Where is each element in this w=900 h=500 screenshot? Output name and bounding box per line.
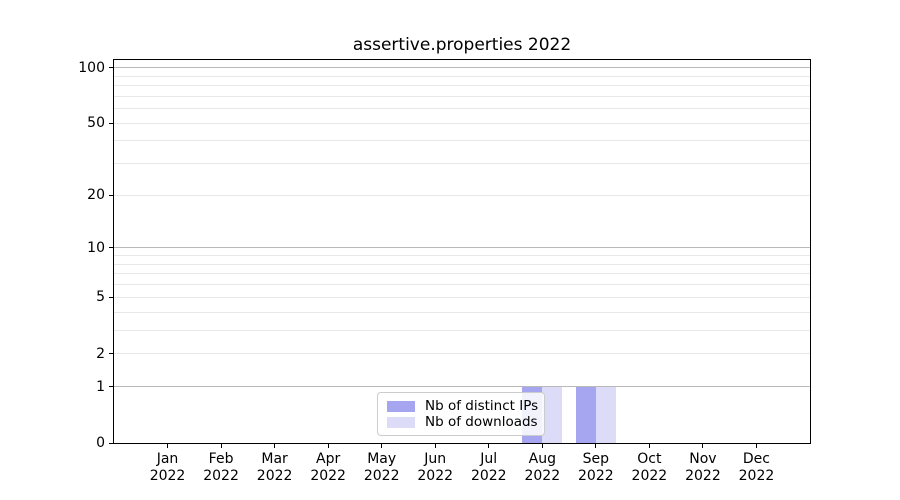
y-tick-1: [109, 386, 114, 388]
x-tick-label-may: May 2022: [363, 451, 400, 484]
x-tick-aug: [541, 443, 543, 448]
gridline-y-5: [114, 296, 810, 298]
legend: Nb of distinct IPs Nb of downloads: [377, 392, 545, 436]
gridline-y-3: [114, 329, 810, 331]
y-tick-label-50: 50: [87, 115, 105, 132]
y-tick-0: [109, 442, 114, 444]
x-tick-label-jun: Jun 2022: [417, 451, 454, 484]
gridline-y-20: [114, 194, 810, 196]
x-tick-label-apr: Apr 2022: [310, 451, 346, 484]
y-tick-10: [109, 247, 114, 249]
gridline-y-1: [114, 386, 810, 388]
y-tick-50: [109, 122, 114, 124]
x-tick-feb: [220, 443, 222, 448]
x-tick-may: [381, 443, 383, 448]
y-tick-label-5: 5: [96, 289, 105, 306]
x-tick-sep: [595, 443, 597, 448]
x-tick-label-aug: Aug 2022: [524, 451, 561, 484]
bar-aug-downloads: [542, 386, 563, 443]
y-tick-label-2: 2: [96, 345, 105, 362]
y-tick-label-20: 20: [87, 187, 105, 204]
gridline-y-60: [114, 108, 810, 110]
x-tick-jul: [488, 443, 490, 448]
gridline-y-2: [114, 353, 810, 355]
y-tick-100: [109, 67, 114, 69]
y-tick-label-0: 0: [96, 435, 105, 451]
gridline-y-100: [114, 67, 810, 69]
x-tick-label-jan: Jan 2022: [149, 451, 186, 484]
y-tick-label-1: 1: [96, 378, 105, 395]
y-tick-20: [109, 194, 114, 196]
y-tick-5: [109, 296, 114, 298]
gridline-y-10: [114, 247, 810, 249]
legend-label-downloads: Nb of downloads: [425, 413, 538, 430]
x-tick-label-sep: Sep 2022: [578, 451, 614, 484]
gridline-y-6: [114, 284, 810, 286]
legend-item-distinct-ips: Nb of distinct IPs: [387, 397, 539, 414]
x-tick-dec: [755, 443, 757, 448]
x-tick-label-dec: Dec 2022: [738, 451, 775, 484]
gridline-y-9: [114, 255, 810, 257]
x-tick-jan: [167, 443, 169, 448]
y-tick-label-10: 10: [87, 239, 105, 256]
gridline-y-30: [114, 163, 810, 165]
x-tick-oct: [648, 443, 650, 448]
gridline-y-4: [114, 311, 810, 313]
gridline-y-40: [114, 140, 810, 142]
x-tick-jun: [434, 443, 436, 448]
gridline-y-90: [114, 75, 810, 77]
legend-swatch-distinct-ips: [387, 400, 415, 412]
x-tick-label-feb: Feb 2022: [203, 451, 239, 484]
x-tick-label-jul: Jul 2022: [470, 451, 507, 484]
gridline-y-50: [114, 122, 810, 124]
legend-label-distinct-ips: Nb of distinct IPs: [425, 397, 539, 414]
legend-item-downloads: Nb of downloads: [387, 413, 538, 430]
y-tick-label-100: 100: [78, 59, 105, 76]
bar-sep-distinct-ips: [575, 386, 596, 443]
gridline-y-8: [114, 263, 810, 265]
x-tick-label-nov: Nov 2022: [685, 451, 721, 484]
x-tick-label-oct: Oct 2022: [631, 451, 668, 484]
x-tick-apr: [327, 443, 329, 448]
plot-area: Nb of distinct IPs Nb of downloads 0 1 2 5 1…: [78, 59, 811, 484]
gridline-y-70: [114, 95, 810, 97]
gridline-y-7: [114, 273, 810, 275]
gridline-y-80: [114, 85, 810, 87]
y-tick-2: [109, 353, 114, 355]
bar-sep-downloads: [595, 386, 616, 443]
x-tick-nov: [702, 443, 704, 448]
x-tick-label-mar: Mar 2022: [256, 451, 293, 484]
legend-swatch-downloads: [387, 416, 415, 428]
chart-title: assertive.properties 2022: [352, 35, 572, 55]
x-tick-mar: [274, 443, 276, 448]
